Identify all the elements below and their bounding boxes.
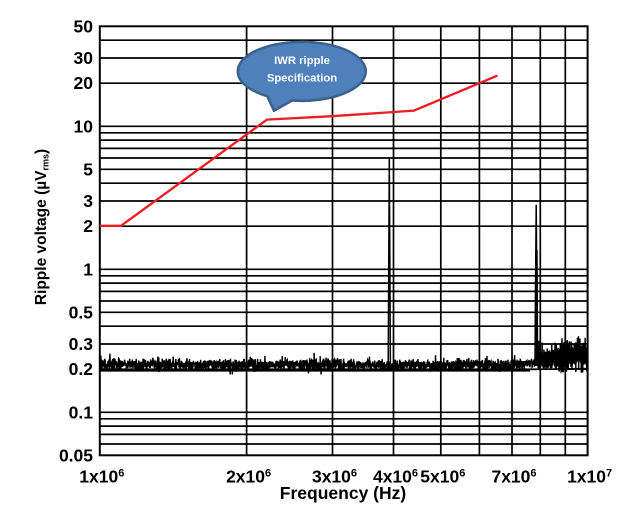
svg-text:Ripple voltage (µVrms): Ripple voltage (µVrms) [33,149,51,305]
svg-text:IWR ripple: IWR ripple [274,55,330,67]
svg-text:Frequency (Hz): Frequency (Hz) [280,483,406,503]
svg-text:Specification: Specification [267,73,337,85]
svg-text:30: 30 [74,48,94,68]
svg-text:10: 10 [74,116,94,136]
svg-text:0.05: 0.05 [59,445,93,465]
svg-text:5: 5 [83,159,93,179]
svg-text:3: 3 [83,191,93,211]
svg-text:3x106: 3x106 [312,467,357,487]
svg-text:5x106: 5x106 [420,467,465,487]
svg-text:0.3: 0.3 [69,334,94,354]
svg-text:2x106: 2x106 [226,467,271,487]
svg-text:0.2: 0.2 [69,359,94,379]
svg-text:1x107: 1x107 [567,467,612,487]
svg-text:7x106: 7x106 [491,467,536,487]
svg-text:1x106: 1x106 [79,467,124,487]
svg-text:0.1: 0.1 [69,402,94,422]
svg-text:4x106: 4x106 [373,467,418,487]
svg-text:1: 1 [83,259,93,279]
svg-text:20: 20 [74,73,94,93]
svg-text:2: 2 [83,216,93,236]
svg-text:0.5: 0.5 [69,302,94,322]
svg-text:50: 50 [74,16,94,36]
